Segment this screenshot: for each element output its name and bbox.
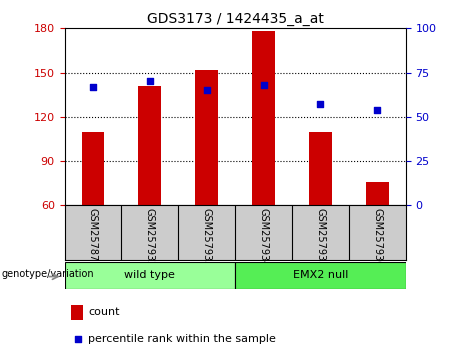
Bar xyxy=(195,70,218,205)
Point xyxy=(260,82,267,88)
Text: GSM257875: GSM257875 xyxy=(88,208,98,268)
Bar xyxy=(309,132,332,205)
Point xyxy=(203,87,210,93)
Bar xyxy=(366,182,389,205)
Text: genotype/variation: genotype/variation xyxy=(1,269,94,279)
Text: GSM257936: GSM257936 xyxy=(372,208,382,267)
Text: GSM257934: GSM257934 xyxy=(259,208,269,267)
Text: percentile rank within the sample: percentile rank within the sample xyxy=(89,334,276,344)
Title: GDS3173 / 1424435_a_at: GDS3173 / 1424435_a_at xyxy=(147,12,324,26)
Text: EMX2 null: EMX2 null xyxy=(293,270,348,280)
Point xyxy=(74,336,81,342)
Text: wild type: wild type xyxy=(124,270,175,280)
Bar xyxy=(82,132,104,205)
Text: count: count xyxy=(89,307,120,317)
Point xyxy=(373,107,381,113)
Text: GSM257933: GSM257933 xyxy=(201,208,212,267)
Bar xyxy=(235,262,406,289)
Point xyxy=(317,102,324,107)
Bar xyxy=(71,305,83,320)
Text: GSM257932: GSM257932 xyxy=(145,208,155,267)
Bar xyxy=(138,86,161,205)
Bar xyxy=(65,262,235,289)
Point xyxy=(146,79,154,84)
Point xyxy=(89,84,97,90)
Text: GSM257935: GSM257935 xyxy=(315,208,325,267)
Bar xyxy=(252,31,275,205)
